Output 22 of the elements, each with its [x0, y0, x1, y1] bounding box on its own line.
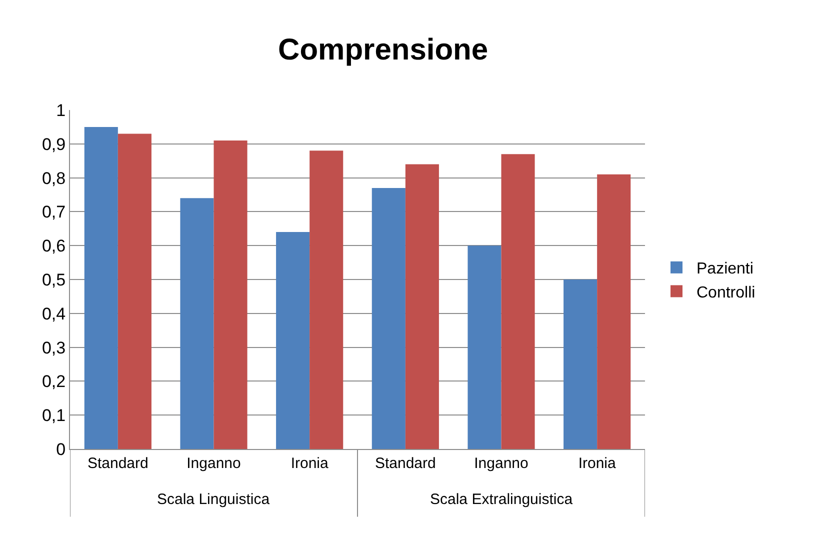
x-tick-label: Standard	[374, 455, 436, 472]
y-tick-label: 0,1	[42, 406, 66, 426]
y-tick-label: 1	[56, 100, 66, 120]
y-tick-label: 0,9	[42, 134, 66, 154]
y-tick-label: 0,6	[42, 236, 66, 256]
chart-title: Comprensione	[278, 33, 488, 66]
y-tick-label: 0,5	[42, 270, 66, 290]
text: Scala Extralinguistica	[430, 491, 574, 508]
legend-label: Controlli	[696, 284, 756, 302]
y-tick-label: 0,8	[42, 168, 66, 188]
y-tick-label: 0,2	[42, 372, 66, 392]
x-tick-label: Ironia	[578, 455, 616, 472]
text: Scala Linguistica	[157, 491, 270, 508]
x-tick-label: Ironia	[290, 455, 329, 472]
y-tick-label: 0,3	[42, 338, 66, 358]
legend-label: Pazienti	[696, 260, 754, 278]
x-tick-label: Inganno	[186, 455, 241, 472]
y-tick-label: 0,4	[42, 304, 66, 324]
y-tick-label: 0	[56, 440, 66, 459]
x-tick-label: Inganno	[474, 455, 528, 472]
x-tick-label: Standard	[87, 455, 148, 472]
y-tick-label: 0,7	[42, 202, 66, 222]
